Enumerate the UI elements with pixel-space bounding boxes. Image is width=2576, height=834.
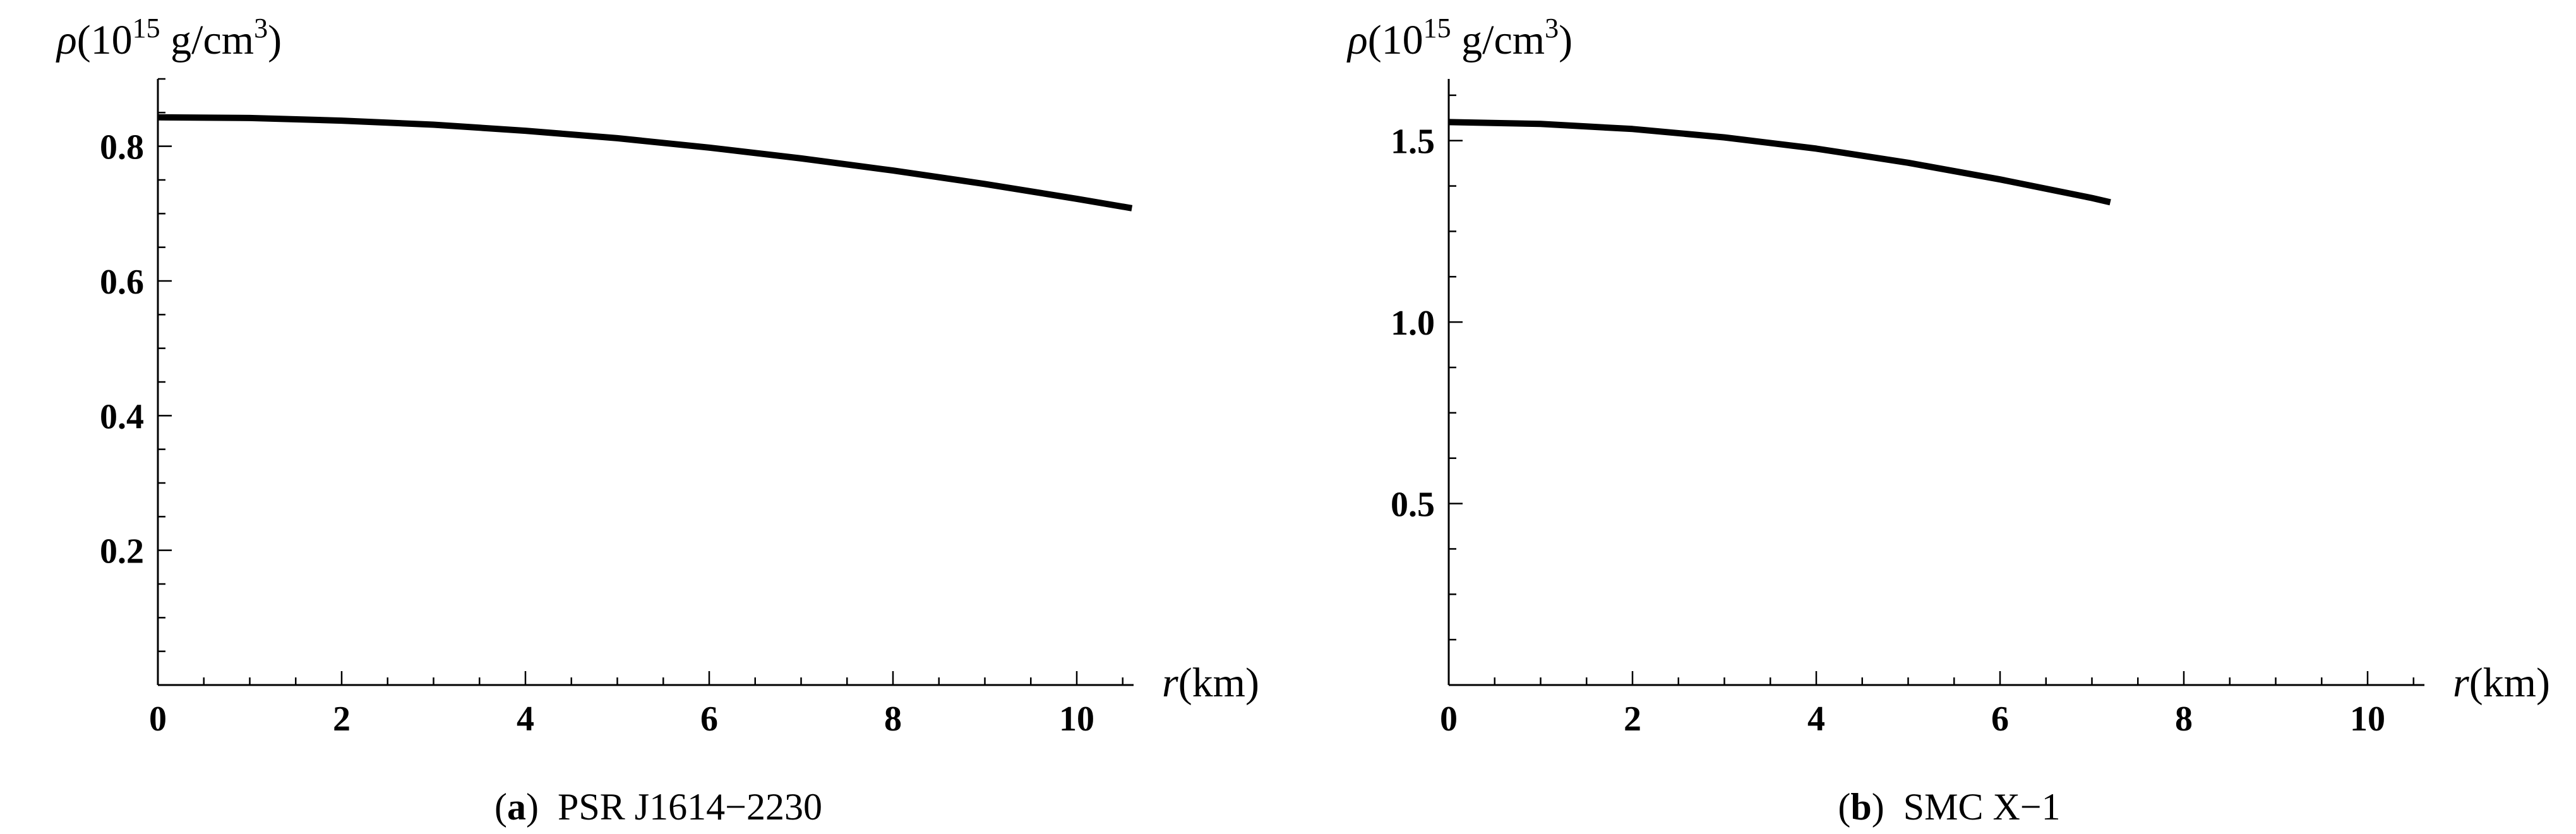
- y-tick-label: 0.2: [100, 532, 144, 571]
- y-tick-label: 0.5: [1391, 486, 1435, 525]
- y-tick-label: 0.8: [100, 128, 144, 167]
- density-curve: [157, 114, 1133, 211]
- x-tick-label: 10: [1059, 700, 1094, 739]
- x-tick-label: 2: [1624, 700, 1641, 739]
- x-tick-label: 4: [517, 700, 534, 739]
- panel-caption: (b) SMC X−1: [1838, 786, 2060, 828]
- x-axis-label: r(km): [2453, 660, 2550, 706]
- y-tick-label: 0.6: [100, 263, 144, 302]
- panel-b: 0 2 4 6 8 10 0.5 1.0 1.5 ρ(1015 g/cm3) r(km) (b) SM…: [1346, 13, 2550, 828]
- x-tick-label: 8: [2175, 700, 2193, 739]
- x-tick-label: 6: [700, 700, 718, 739]
- x-tick-label: 2: [333, 700, 350, 739]
- y-tick-label: 1.0: [1391, 304, 1435, 343]
- density-curve: [1448, 119, 2111, 206]
- x-tick-label: 8: [884, 700, 902, 739]
- x-tick-label: 0: [149, 700, 167, 739]
- y-tick-label: 0.4: [100, 397, 144, 436]
- x-tick-label: 6: [1991, 700, 2009, 739]
- x-axis-label: r(km): [1162, 660, 1259, 706]
- y-axis-label: ρ(1015 g/cm3): [1346, 13, 1573, 63]
- x-tick-label: 0: [1440, 700, 1458, 739]
- x-tick-label: 10: [2350, 700, 2385, 739]
- y-tick-label: 1.5: [1391, 122, 1435, 162]
- x-tick-label: 4: [1807, 700, 1825, 739]
- panel-a: 0 2 4 6 8 10 0.2 0.4 0.6 0.8 ρ(1015 g/cm3) r(km) (a)…: [56, 13, 1259, 828]
- panel-caption: (a) PSR J1614−2230: [494, 786, 822, 828]
- y-axis-label: ρ(1015 g/cm3): [56, 13, 282, 63]
